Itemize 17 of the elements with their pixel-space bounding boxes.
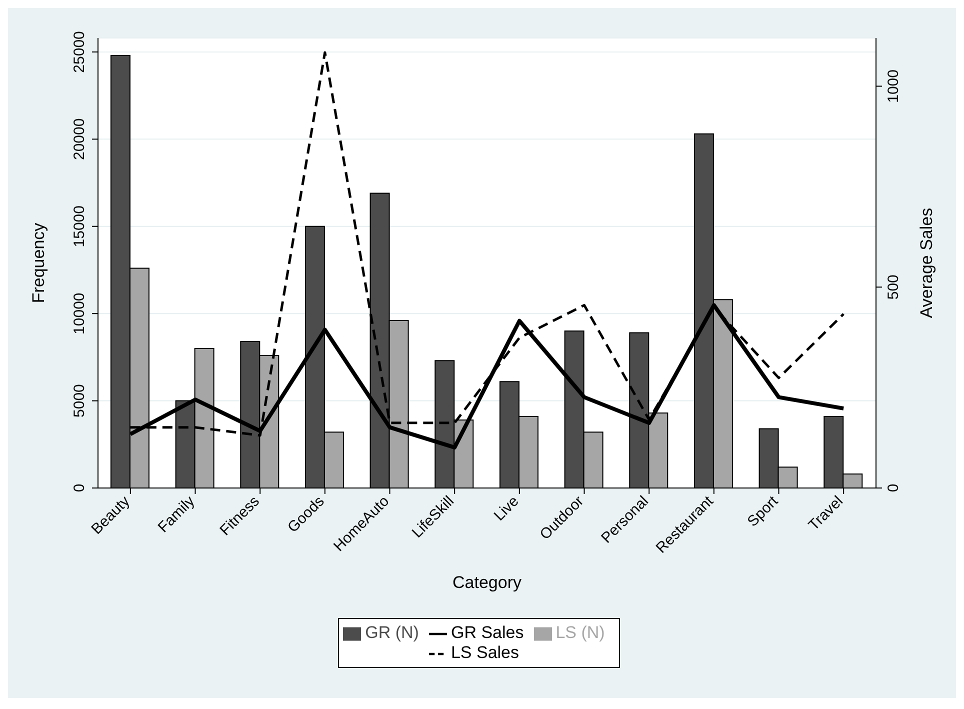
x-axis-title: Category	[452, 573, 522, 592]
y-tick-label: 10000	[71, 292, 88, 334]
y-tick-label: 25000	[71, 31, 88, 73]
y2-tick-label: 500	[885, 274, 902, 300]
legend-label: LS Sales	[450, 643, 520, 662]
y2-tick-label: 0	[885, 484, 902, 492]
y-tick-label: 0	[71, 484, 88, 492]
y2-axis-title: Average Sales	[917, 208, 936, 318]
legend-label: LS (N)	[556, 623, 605, 642]
legend-label: GR (N)	[365, 623, 419, 642]
y-tick-label: 15000	[71, 206, 88, 248]
y-tick-label: 5000	[71, 384, 88, 418]
y2-tick-label: 1000	[885, 70, 902, 103]
x-tick-label: Live	[490, 492, 522, 524]
y-axis-title: Frequency	[29, 222, 48, 304]
legend-label: GR Sales	[450, 623, 524, 642]
y-tick-label: 20000	[71, 118, 88, 160]
